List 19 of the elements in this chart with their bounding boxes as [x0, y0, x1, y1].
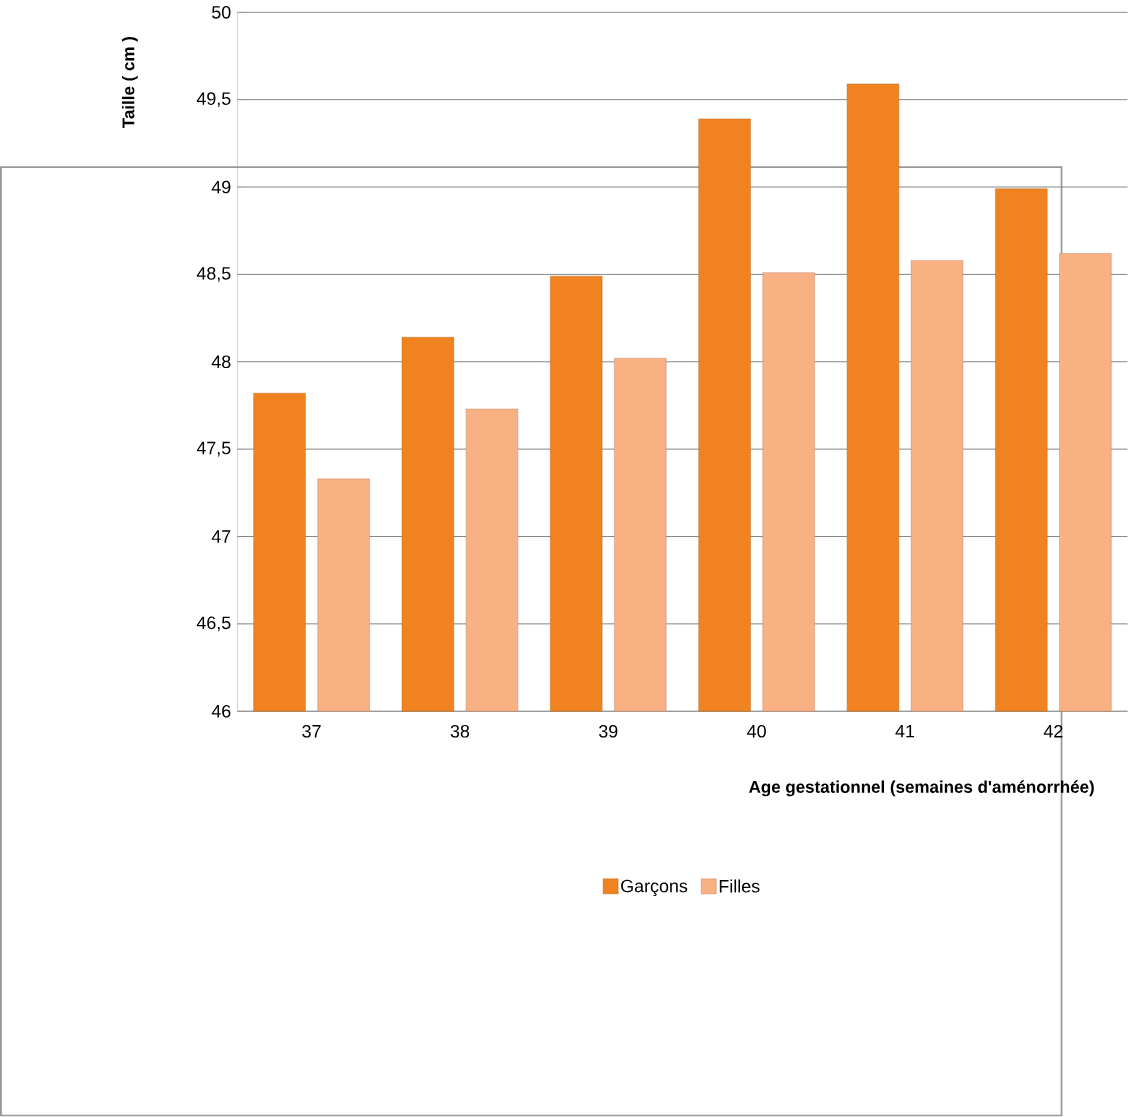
- y-tick-label: 47: [211, 530, 231, 543]
- x-tick-label: 37: [302, 725, 321, 738]
- x-tick-label: 40: [747, 725, 766, 738]
- legend-label: Filles: [719, 879, 760, 893]
- y-tick-label: 49,5: [196, 92, 231, 108]
- x-tick-label: 42: [1043, 725, 1063, 738]
- y-tick-label: 46: [211, 705, 231, 718]
- y-tick-label: 48: [211, 355, 231, 369]
- x-tick-label: 38: [450, 725, 470, 738]
- legend-label: Garçons: [621, 879, 688, 897]
- y-tick-label: 50: [212, 6, 231, 19]
- y-axis-title: Taille ( cm ): [121, 37, 138, 129]
- y-tick-label: 48,5: [196, 267, 231, 282]
- x-axis-title: Age gestationnel (semaines d'aménorrhée): [749, 780, 1094, 797]
- x-tick-label: 39: [599, 725, 618, 738]
- x-tick-label: 41: [895, 725, 915, 738]
- y-tick-label: 47,5: [196, 442, 231, 457]
- y-tick-label: 49: [211, 180, 231, 194]
- y-tick-label: 46,5: [196, 616, 231, 632]
